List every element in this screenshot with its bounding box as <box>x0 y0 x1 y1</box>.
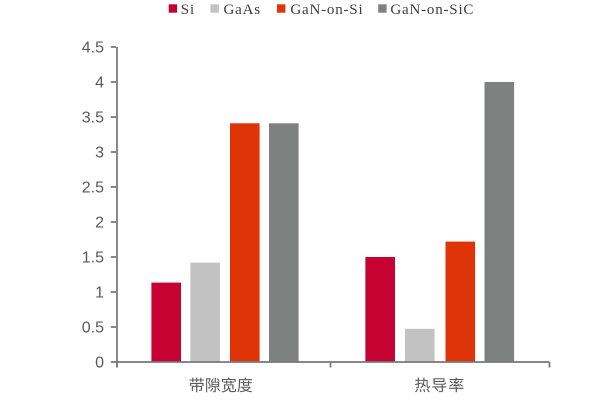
svg-text:3.5: 3.5 <box>82 110 104 127</box>
svg-text:1.5: 1.5 <box>82 250 104 267</box>
svg-text:Si: Si <box>181 2 195 18</box>
svg-text:GaN-on-SiC: GaN-on-SiC <box>390 2 474 18</box>
svg-text:4.5: 4.5 <box>82 40 104 57</box>
svg-text:0.5: 0.5 <box>82 320 104 337</box>
svg-text:GaN-on-Si: GaN-on-Si <box>290 2 363 18</box>
svg-text:2: 2 <box>95 215 104 232</box>
svg-text:3: 3 <box>95 145 104 162</box>
svg-text:4: 4 <box>95 75 104 92</box>
svg-text:2.5: 2.5 <box>82 180 104 197</box>
svg-text:1: 1 <box>95 285 104 302</box>
svg-text:GaAs: GaAs <box>224 2 261 18</box>
svg-text:0: 0 <box>95 355 104 372</box>
